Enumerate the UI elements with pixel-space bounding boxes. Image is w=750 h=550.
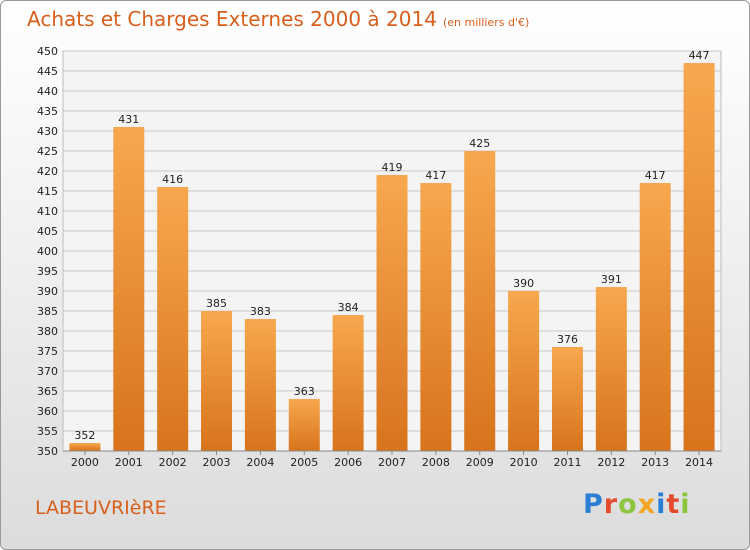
- bar-value-label: 376: [557, 333, 578, 346]
- logo-letter: t: [666, 489, 681, 520]
- bar-value-label: 385: [206, 297, 227, 310]
- logo-letter: i: [680, 489, 691, 520]
- bar: [69, 443, 101, 451]
- y-tick-label: 410: [37, 205, 58, 218]
- bar-value-label: 417: [425, 169, 446, 182]
- logo-letter: P: [583, 489, 604, 520]
- logo-letter: i: [656, 489, 667, 520]
- x-tick-label: 2010: [510, 456, 538, 469]
- y-tick-label: 445: [37, 65, 58, 78]
- bar: [288, 399, 320, 451]
- bar: [244, 319, 276, 451]
- x-tick-label: 2006: [334, 456, 362, 469]
- bar-value-label: 425: [469, 137, 490, 150]
- commune-name: LABEUVRIèRE: [35, 497, 167, 519]
- x-tick-label: 2003: [203, 456, 231, 469]
- x-tick-label: 2012: [597, 456, 625, 469]
- y-tick-label: 420: [37, 165, 58, 178]
- bar: [113, 127, 145, 451]
- x-tick-label: 2005: [290, 456, 318, 469]
- chart-subtitle: (en milliers d'€): [442, 16, 530, 29]
- bar: [639, 183, 671, 451]
- y-tick-label: 430: [37, 125, 58, 138]
- bar-value-label: 363: [294, 385, 315, 398]
- y-tick-label: 405: [37, 225, 58, 238]
- x-tick-label: 2007: [378, 456, 406, 469]
- x-tick-label: 2001: [115, 456, 143, 469]
- bar-value-label: 431: [118, 113, 139, 126]
- y-tick-label: 395: [37, 265, 58, 278]
- bar: [420, 183, 452, 451]
- bar-value-label: 391: [601, 273, 622, 286]
- bar: [157, 187, 189, 451]
- y-tick-label: 450: [37, 45, 58, 58]
- y-tick-label: 375: [37, 345, 58, 358]
- y-tick-label: 350: [37, 445, 58, 458]
- bar-value-label: 419: [382, 161, 403, 174]
- chart-title: Achats et Charges Externes 2000 à 2014 (e…: [27, 7, 530, 31]
- x-tick-label: 2009: [466, 456, 494, 469]
- bar: [683, 63, 715, 451]
- y-tick-label: 380: [37, 325, 58, 338]
- bar-value-label: 352: [74, 429, 95, 442]
- x-tick-label: 2000: [71, 456, 99, 469]
- bar-value-label: 384: [338, 301, 359, 314]
- y-tick-label: 385: [37, 305, 58, 318]
- x-tick-label: 2011: [553, 456, 581, 469]
- bar: [201, 311, 233, 451]
- bar-value-label: 416: [162, 173, 183, 186]
- y-tick-label: 370: [37, 365, 58, 378]
- y-tick-label: 365: [37, 385, 58, 398]
- bar-value-label: 417: [645, 169, 666, 182]
- y-tick-label: 425: [37, 145, 58, 158]
- bar: [595, 287, 627, 451]
- x-tick-label: 2004: [246, 456, 274, 469]
- x-tick-label: 2013: [641, 456, 669, 469]
- y-tick-label: 355: [37, 425, 58, 438]
- bar: [464, 151, 496, 451]
- logo-letter: x: [637, 489, 657, 520]
- y-tick-label: 400: [37, 245, 58, 258]
- bar: [551, 347, 583, 451]
- x-tick-label: 2014: [685, 456, 713, 469]
- y-tick-label: 440: [37, 85, 58, 98]
- bar-value-label: 383: [250, 305, 271, 318]
- bar-value-label: 390: [513, 277, 534, 290]
- x-tick-label: 2008: [422, 456, 450, 469]
- bar: [508, 291, 540, 451]
- proxiti-logo: Proxiti: [583, 489, 691, 520]
- y-tick-label: 435: [37, 105, 58, 118]
- y-tick-label: 390: [37, 285, 58, 298]
- logo-letter: r: [603, 489, 619, 520]
- bar: [332, 315, 364, 451]
- y-tick-label: 360: [37, 405, 58, 418]
- x-tick-label: 2002: [159, 456, 187, 469]
- bar-value-label: 447: [689, 49, 710, 62]
- logo-letter: o: [618, 489, 638, 520]
- y-tick-label: 415: [37, 185, 58, 198]
- bar: [376, 175, 408, 451]
